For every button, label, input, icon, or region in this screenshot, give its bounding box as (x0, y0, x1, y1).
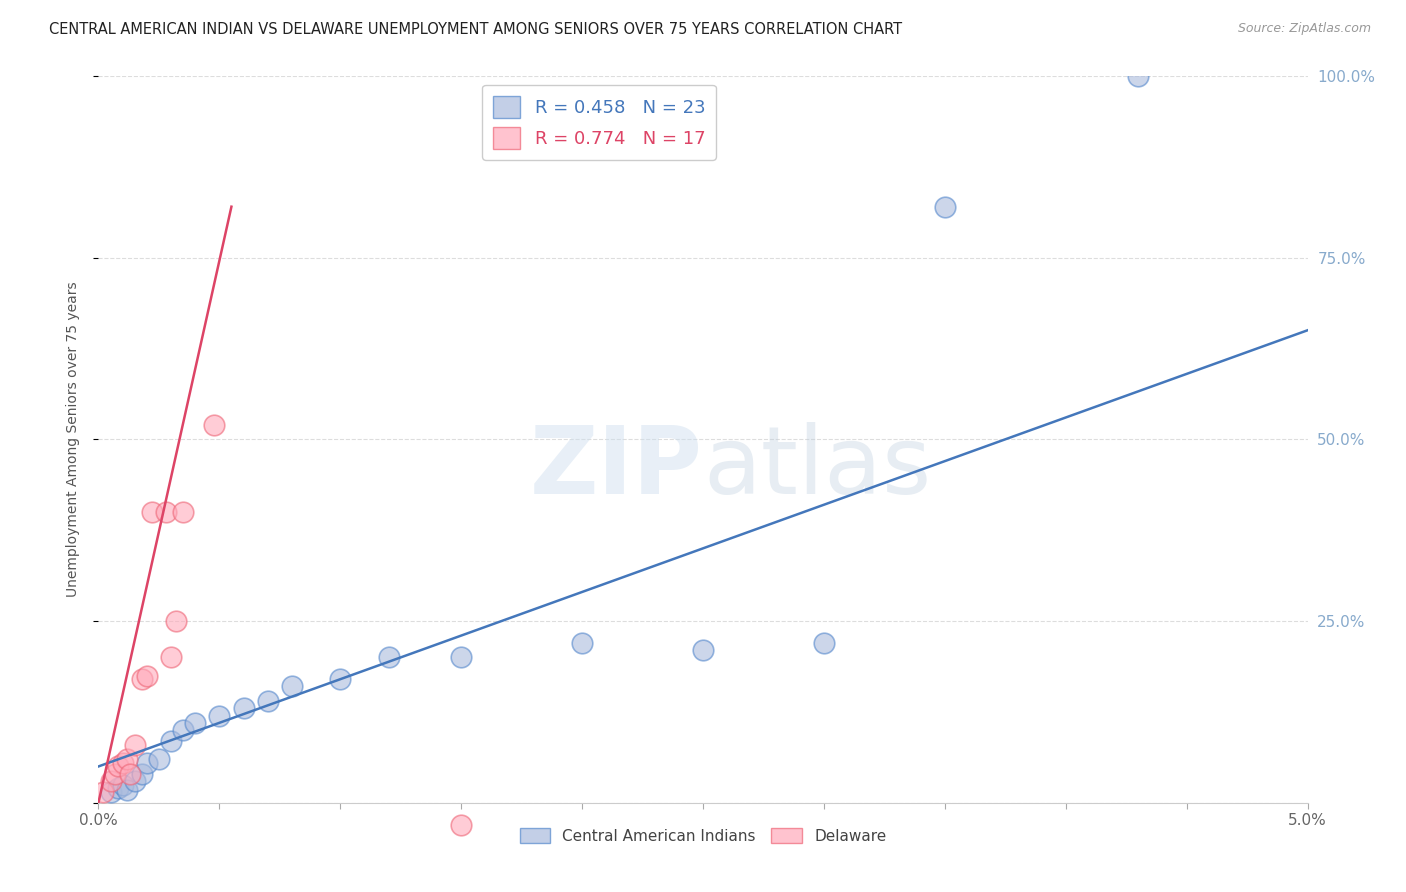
Point (117, 752, 139, 766)
Point (131, 672, 153, 686)
Point (184, 715, 207, 730)
Point (377, 650, 399, 665)
Point (172, 505, 194, 519)
Point (148, 752, 170, 766)
Point (281, 680, 304, 694)
Point (111, 778, 134, 792)
Point (111, 756, 134, 770)
Point (160, 650, 183, 665)
Point (450, 650, 472, 665)
Point (118, 766, 141, 780)
Point (155, 505, 177, 519)
Point (107, 759, 129, 773)
Point (100, 774, 122, 789)
Point (100, 785, 122, 799)
Point (172, 723, 194, 737)
Point (124, 774, 146, 789)
Point (934, 200, 956, 214)
Point (1128, 69, 1150, 83)
Point (571, 636, 593, 650)
Point (813, 636, 835, 650)
Point (91, 785, 114, 799)
Point (131, 766, 153, 780)
Point (692, 643, 714, 657)
Point (117, 782, 139, 797)
Y-axis label: Unemployment Among Seniors over 75 years: Unemployment Among Seniors over 75 years (66, 282, 80, 597)
Text: ZIP: ZIP (530, 423, 703, 515)
Point (160, 734, 183, 748)
Point (256, 694, 278, 708)
Point (124, 738, 146, 752)
Point (165, 614, 187, 628)
Point (141, 505, 163, 519)
Point (107, 781, 129, 796)
Point (329, 672, 352, 686)
Point (232, 701, 254, 715)
Text: Source: ZipAtlas.com: Source: ZipAtlas.com (1237, 22, 1371, 36)
Point (104, 766, 127, 780)
Point (208, 708, 231, 723)
Legend: Central American Indians, Delaware: Central American Indians, Delaware (513, 822, 893, 850)
Text: CENTRAL AMERICAN INDIAN VS DELAWARE UNEMPLOYMENT AMONG SENIORS OVER 75 YEARS COR: CENTRAL AMERICAN INDIAN VS DELAWARE UNEM… (49, 22, 903, 37)
Point (135, 668, 157, 682)
Point (450, 817, 472, 831)
Point (204, 417, 226, 432)
Point (135, 756, 157, 770)
Text: atlas: atlas (703, 423, 931, 515)
